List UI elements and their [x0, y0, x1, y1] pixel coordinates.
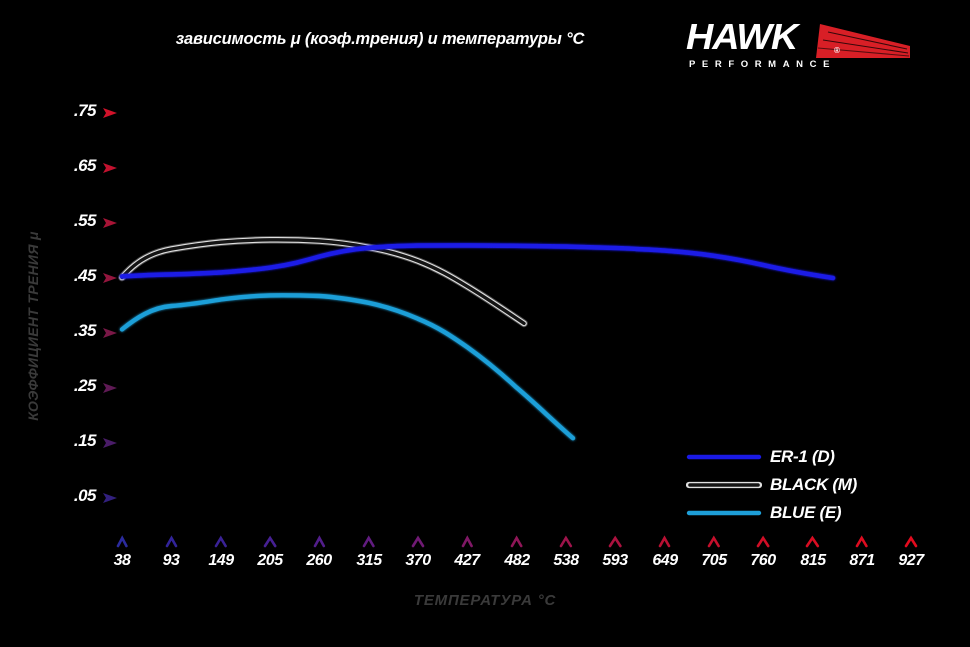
series-line-black-m [118, 235, 528, 328]
legend-label-er1-d: ER-1 (D) [770, 447, 835, 466]
x-tick-label: 370 [405, 552, 431, 569]
logo-tagline: PERFORMANCE [689, 59, 837, 70]
y-tick-label: .05 [73, 486, 97, 505]
hawk-performance-logo: HAWK ® PERFORMANCE [686, 18, 914, 74]
logo-brand-text: HAWK [686, 16, 798, 57]
x-tick-label: 482 [504, 552, 530, 569]
registered-mark: ® [834, 46, 840, 55]
x-axis-title: ТЕМПЕРАТУРА °C [413, 592, 557, 609]
legend-item-blue-e[interactable]: BLUE (E) [686, 499, 916, 527]
x-tick-label: 927 [898, 552, 924, 569]
legend-swatch-blue-e [686, 506, 762, 520]
x-tick-label: 38 [113, 552, 131, 569]
series-line-er1-d [119, 243, 836, 281]
x-tick-label: 427 [454, 552, 480, 569]
x-tick-label: 205 [257, 552, 283, 569]
x-tick-markers [116, 535, 918, 548]
x-tick-label: 593 [602, 552, 628, 569]
x-tick-label: 815 [800, 552, 826, 569]
y-tick-markers [103, 108, 117, 503]
legend-label-blue-e: BLUE (E) [770, 503, 842, 522]
hawk-wing-icon [816, 24, 910, 58]
legend-label-black-m: BLACK (M) [770, 475, 857, 494]
chart-legend: ER-1 (D) BLACK (M) BLUE (E) [685, 443, 916, 527]
page-title: зависимость μ (коэф.трения) и температур… [175, 30, 585, 48]
y-tick-label: .55 [73, 211, 97, 230]
y-tick-label: .75 [73, 101, 97, 120]
x-tick-label: 260 [306, 552, 332, 569]
y-tick-label: .45 [73, 266, 97, 285]
legend-swatch-black-m [685, 478, 763, 492]
x-tick-label: 315 [356, 552, 382, 569]
x-tick-label: 538 [553, 552, 579, 569]
x-tick-label: 705 [701, 552, 727, 569]
grid-lines [125, 100, 905, 528]
y-tick-label: .35 [73, 321, 97, 340]
y-tick-label: .25 [73, 376, 97, 395]
series-line-blue-e [119, 293, 576, 441]
x-tick-label: 93 [162, 552, 180, 569]
legend-item-er1-d[interactable]: ER-1 (D) [686, 443, 916, 471]
legend-item-black-m[interactable]: BLACK (M) [685, 471, 916, 499]
y-tick-label: .65 [73, 156, 97, 175]
legend-swatch-er1-d [686, 450, 762, 464]
x-tick-label: 149 [208, 552, 234, 569]
x-tick-label: 871 [849, 552, 875, 569]
y-tick-label: .15 [73, 431, 97, 450]
x-tick-label: 760 [750, 552, 776, 569]
x-tick-label: 649 [652, 552, 678, 569]
